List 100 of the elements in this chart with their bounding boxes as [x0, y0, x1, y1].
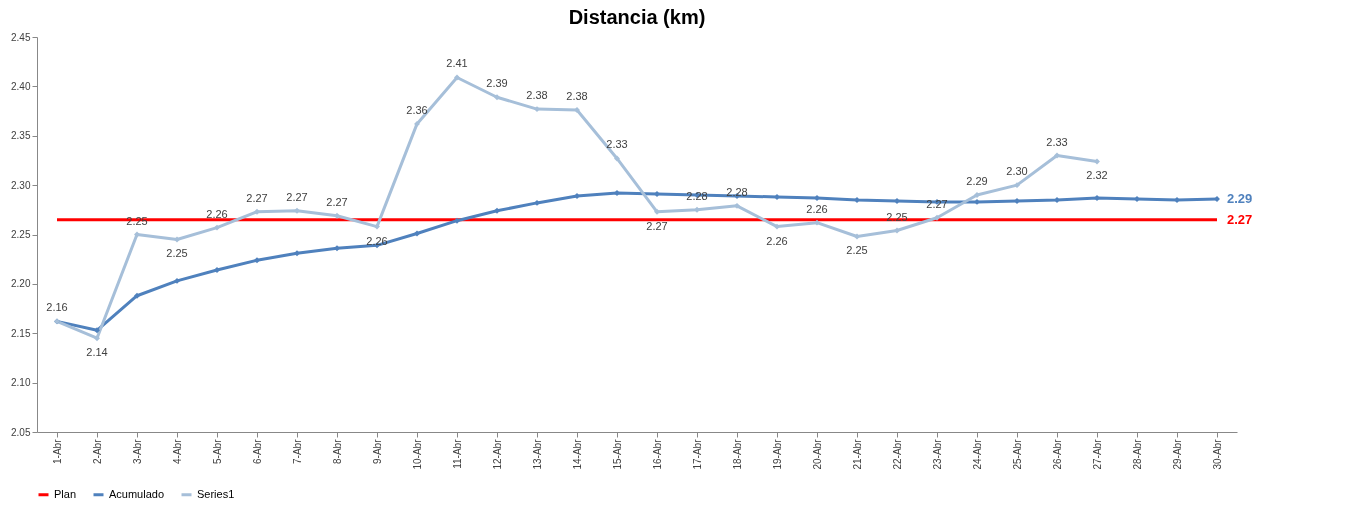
- y-tick-label: 2.35: [11, 130, 31, 142]
- point: [94, 335, 100, 342]
- data-label: 2.28: [726, 185, 748, 198]
- data-label: 2.27: [326, 195, 348, 208]
- x-tick-label: 11-Abr: [451, 438, 463, 469]
- x-tick-label: 9-Abr: [371, 438, 383, 464]
- point: [174, 277, 180, 284]
- point: [814, 195, 820, 201]
- data-label: 2.26: [806, 202, 828, 215]
- x-tick-label: 23-Abr: [931, 438, 943, 470]
- data-label: 2.29: [1227, 190, 1253, 206]
- legend-label: Series1: [197, 487, 235, 500]
- x-tick-label: 6-Abr: [251, 438, 263, 464]
- x-tick-label: 17-Abr: [691, 438, 703, 470]
- data-label: 2.30: [1006, 165, 1028, 178]
- point: [134, 231, 140, 238]
- point: [454, 74, 460, 81]
- data-label: 2.25: [166, 247, 188, 260]
- point: [1094, 158, 1100, 165]
- x-tick-label: 16-Abr: [651, 438, 663, 470]
- data-label: 2.29: [966, 175, 988, 187]
- x-tick-label: 19-Abr: [771, 438, 783, 470]
- data-label: 2.27: [646, 219, 668, 232]
- x-tick-label: 25-Abr: [1011, 438, 1023, 470]
- point: [534, 106, 540, 113]
- data-label: 2.36: [406, 103, 428, 116]
- data-label: 2.32: [1086, 169, 1108, 182]
- x-tick-label: 10-Abr: [411, 438, 423, 470]
- point: [1014, 197, 1020, 204]
- point: [134, 292, 140, 299]
- x-tick-label: 5-Abr: [211, 438, 223, 464]
- point: [854, 233, 860, 240]
- point: [934, 214, 940, 221]
- data-label: 2.25: [846, 244, 868, 257]
- point: [694, 206, 700, 213]
- data-label: 2.38: [526, 89, 548, 102]
- point: [254, 257, 260, 264]
- x-tick-label: 26-Abr: [1051, 438, 1063, 470]
- legend-label: Plan: [54, 487, 77, 500]
- point: [774, 223, 780, 230]
- data-label: 2.26: [766, 234, 788, 247]
- chart-title: Distancia (km): [568, 6, 706, 28]
- x-tick-label: 30-Abr: [1211, 438, 1223, 470]
- point: [214, 267, 220, 274]
- x-tick-label: 18-Abr: [731, 438, 743, 470]
- point: [574, 107, 580, 114]
- data-label: 2.16: [46, 301, 68, 314]
- point: [894, 197, 900, 204]
- point: [1134, 195, 1140, 202]
- x-tick-label: 1-Abr: [51, 438, 63, 464]
- x-tick-label: 24-Abr: [971, 438, 983, 470]
- data-label: 2.14: [86, 346, 108, 359]
- x-tick-label: 15-Abr: [611, 438, 623, 470]
- data-label: 2.38: [566, 90, 588, 103]
- point: [294, 250, 300, 257]
- point: [414, 230, 420, 237]
- x-tick-label: 7-Abr: [291, 438, 303, 464]
- point: [174, 236, 180, 243]
- x-tick-label: 27-Abr: [1091, 438, 1103, 470]
- point: [334, 212, 340, 219]
- x-tick-label: 13-Abr: [531, 438, 543, 470]
- y-tick-label: 2.15: [11, 327, 31, 339]
- data-label: 2.41: [446, 57, 468, 70]
- point: [614, 155, 620, 162]
- x-tick-label: 20-Abr: [811, 438, 823, 470]
- point: [294, 207, 300, 214]
- point: [654, 208, 660, 215]
- x-tick-label: 12-Abr: [491, 438, 503, 470]
- point: [94, 327, 100, 334]
- point: [1014, 182, 1020, 189]
- x-tick-label: 3-Abr: [131, 438, 143, 464]
- point: [534, 199, 540, 206]
- y-tick-label: 2.05: [11, 426, 31, 438]
- point: [734, 202, 740, 209]
- data-label: 2.27: [286, 190, 308, 203]
- x-tick-label: 22-Abr: [891, 438, 903, 470]
- x-tick-label: 2-Abr: [91, 438, 103, 464]
- point: [374, 223, 380, 230]
- data-label: 2.26: [366, 234, 388, 247]
- data-label: 2.27: [246, 191, 268, 204]
- point: [1174, 196, 1180, 203]
- point: [494, 94, 500, 101]
- y-tick-label: 2.20: [11, 278, 31, 290]
- x-tick-label: 21-Abr: [851, 438, 863, 470]
- point: [494, 207, 500, 214]
- point: [894, 227, 900, 234]
- point: [1054, 196, 1060, 203]
- point: [854, 196, 860, 203]
- data-label: 2.25: [126, 214, 148, 227]
- data-label: 2.39: [486, 77, 508, 90]
- data-label: 2.27: [1227, 211, 1253, 227]
- point: [334, 245, 340, 252]
- point: [974, 198, 980, 205]
- y-tick-label: 2.40: [11, 80, 31, 92]
- point: [1094, 195, 1100, 201]
- point: [1054, 152, 1060, 159]
- y-tick-label: 2.45: [11, 31, 31, 43]
- point: [254, 208, 260, 215]
- x-tick-label: 4-Abr: [171, 438, 183, 464]
- x-tick-label: 8-Abr: [331, 438, 343, 464]
